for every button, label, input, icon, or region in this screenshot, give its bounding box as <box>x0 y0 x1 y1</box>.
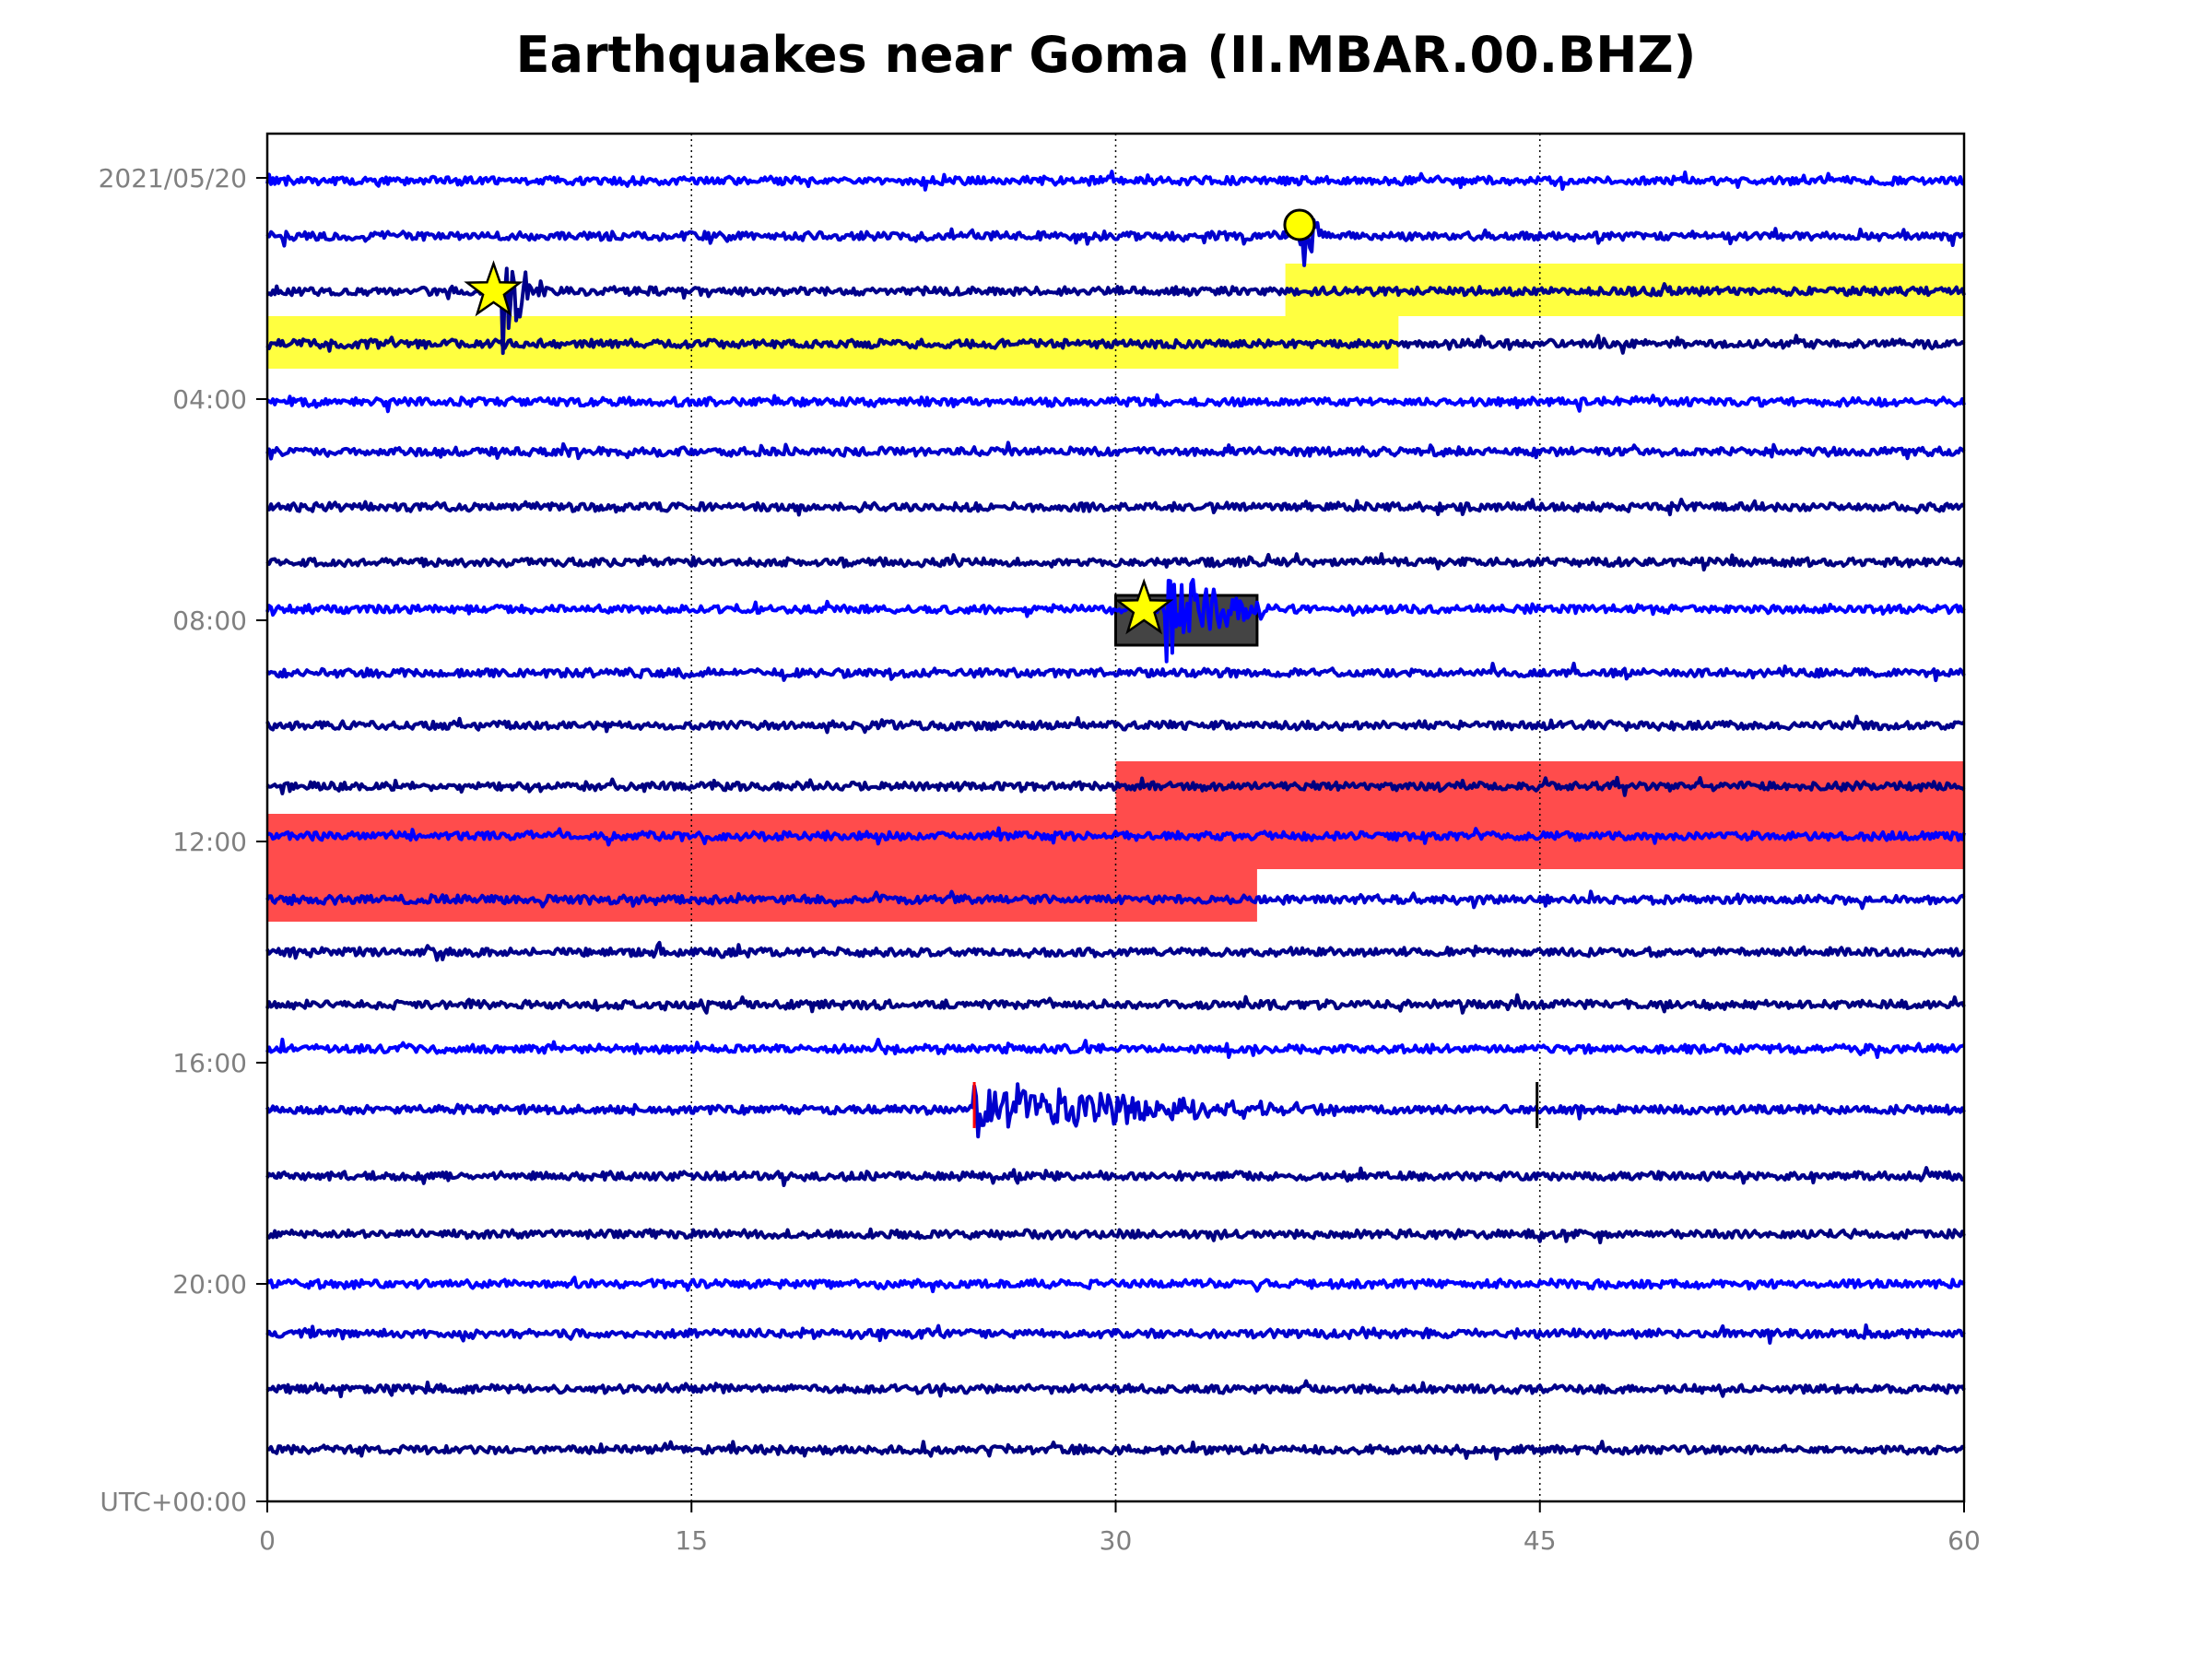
vertical-grid <box>690 134 1541 1501</box>
y-tick-label-12: 12:00 <box>172 827 247 857</box>
y-tick-label-8: 08:00 <box>172 606 247 636</box>
trace-hour-4 <box>265 393 1966 414</box>
trace-hour-6 <box>266 497 1966 517</box>
trace-hour-19 <box>265 1227 1966 1245</box>
y-tick-label-4: 04:00 <box>172 384 247 415</box>
trace-hour-11 <box>265 775 1966 797</box>
trace-hour-16 <box>265 1037 1965 1059</box>
trace-hour-8 <box>265 578 1966 664</box>
trace-hour-12 <box>265 826 1966 847</box>
y-tick-label-20: 20:00 <box>172 1269 247 1300</box>
trace-hour-9 <box>265 661 1966 683</box>
trace-hour-1 <box>265 218 1966 267</box>
y-tick-label-24: UTC+00:00 <box>100 1487 247 1517</box>
x-tick-label-0: 0 <box>259 1525 276 1556</box>
y-tick-label-16: 16:00 <box>172 1048 247 1078</box>
trace-hour-22 <box>265 1379 1966 1399</box>
x-tick-label-30: 30 <box>1100 1525 1133 1556</box>
y-tick-label-0: 2021/05/20 <box>99 163 247 194</box>
trace-hour-18 <box>265 1166 1965 1187</box>
circle-marker-1 <box>1283 208 1316 241</box>
star-marker-2 <box>1114 578 1174 635</box>
trace-hour-14 <box>265 940 1966 962</box>
x-tick-label-60: 60 <box>1947 1525 1981 1556</box>
trace-hour-21 <box>265 1323 1966 1345</box>
trace-hour-17 <box>265 1082 1966 1139</box>
x-axis: 0 15 30 45 60 <box>259 1501 1981 1556</box>
trace-hour-5 <box>265 441 1966 461</box>
x-tick-label-45: 45 <box>1524 1525 1557 1556</box>
trace-hour-13 <box>265 889 1966 911</box>
chart-title: Earthquakes near Goma (II.MBAR.00.BHZ) <box>515 26 1697 84</box>
y-axis: 2021/05/20 04:00 08:00 12:00 16:00 20:00 UTC+0… <box>99 163 267 1517</box>
event-markers <box>464 208 1316 635</box>
trace-hour-3 <box>265 334 1966 355</box>
seismic-traces <box>265 170 1966 1461</box>
trace-hour-10 <box>265 714 1966 735</box>
trace-hour-2 <box>265 266 1966 356</box>
trace-hour-20 <box>265 1276 1966 1294</box>
trace-hour-15 <box>265 993 1966 1015</box>
trace-hour-0 <box>265 170 1965 192</box>
trace-hour-7 <box>265 552 1966 572</box>
x-tick-label-15: 15 <box>675 1525 708 1556</box>
trace-hour-23 <box>267 1440 1966 1461</box>
star-marker-0 <box>464 260 524 317</box>
